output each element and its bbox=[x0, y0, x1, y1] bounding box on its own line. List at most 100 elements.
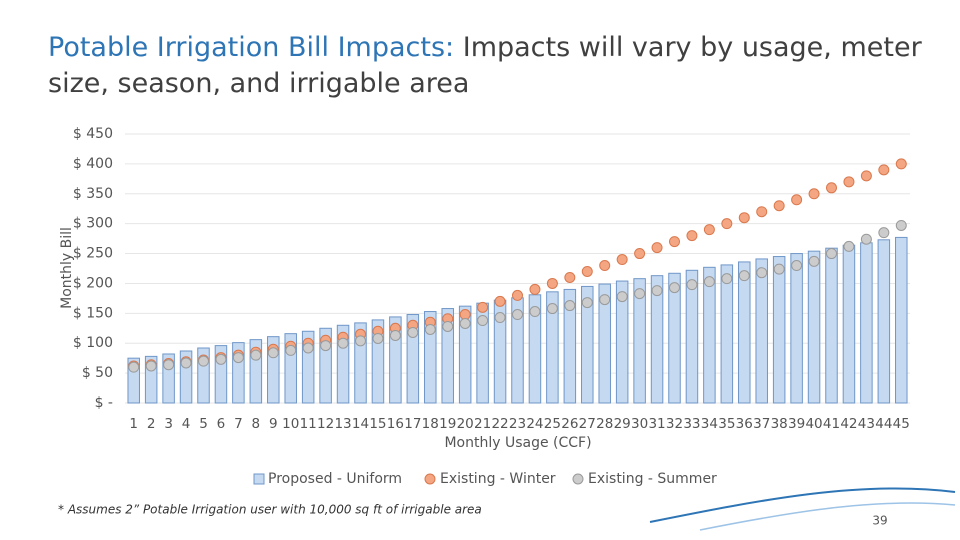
dot bbox=[337, 337, 349, 349]
x-tick-label: 29 bbox=[614, 416, 631, 432]
bar bbox=[877, 239, 891, 404]
bar bbox=[895, 236, 908, 404]
dot bbox=[860, 170, 872, 182]
dot bbox=[459, 317, 471, 329]
dot bbox=[145, 360, 157, 372]
bar bbox=[232, 342, 245, 404]
dot bbox=[791, 194, 803, 206]
x-tick-label: 22 bbox=[491, 416, 508, 432]
dot bbox=[163, 359, 175, 371]
legend-swatch bbox=[572, 473, 584, 485]
x-tick-label: 14 bbox=[352, 416, 369, 432]
bar bbox=[720, 264, 734, 404]
x-tick-label: 16 bbox=[387, 416, 404, 432]
dot bbox=[791, 260, 803, 272]
x-tick-label: 4 bbox=[182, 416, 191, 432]
x-axis-label: Monthly Usage (CCF) bbox=[444, 435, 591, 451]
bar bbox=[127, 357, 140, 404]
dot bbox=[424, 323, 436, 335]
dot bbox=[546, 303, 558, 315]
x-tick-label: 21 bbox=[474, 416, 491, 432]
legend-swatch bbox=[253, 473, 265, 485]
bar bbox=[825, 247, 838, 404]
bar bbox=[860, 242, 873, 404]
bar bbox=[581, 285, 594, 404]
bar bbox=[738, 261, 751, 404]
dot bbox=[372, 332, 384, 344]
x-tick-label: 27 bbox=[579, 416, 596, 432]
x-tick-label: 10 bbox=[282, 416, 299, 432]
bar bbox=[807, 250, 821, 404]
dot bbox=[703, 276, 715, 288]
title: Impacts will vary by usage, meter size, … bbox=[48, 32, 922, 99]
dot bbox=[581, 265, 593, 277]
dot bbox=[738, 270, 750, 282]
x-tick-label: 43 bbox=[858, 416, 875, 432]
dot bbox=[738, 212, 750, 224]
dot bbox=[267, 347, 279, 359]
x-tick-label: 11 bbox=[300, 416, 317, 432]
bar bbox=[842, 244, 856, 404]
bar bbox=[371, 319, 385, 404]
bar bbox=[162, 353, 175, 404]
dot bbox=[477, 315, 489, 327]
bar bbox=[284, 333, 297, 404]
bar bbox=[650, 275, 664, 404]
dot bbox=[634, 288, 646, 300]
x-tick-label: 3 bbox=[164, 416, 173, 432]
dot bbox=[651, 242, 663, 254]
page-number: 39 bbox=[872, 514, 887, 528]
bar bbox=[301, 330, 315, 404]
bar bbox=[406, 314, 420, 404]
bar bbox=[214, 345, 228, 404]
bar bbox=[772, 256, 786, 404]
bar bbox=[336, 324, 350, 404]
x-tick-label: 13 bbox=[334, 416, 351, 432]
x-tick-label: 12 bbox=[317, 416, 334, 432]
x-tick-label: 20 bbox=[457, 416, 474, 432]
bar bbox=[563, 288, 577, 404]
x-tick-label: 24 bbox=[526, 416, 543, 432]
decoration bbox=[649, 487, 956, 523]
dot bbox=[808, 255, 820, 267]
y-tick-label: $ 100 bbox=[73, 335, 113, 351]
x-tick-label: 15 bbox=[369, 416, 386, 432]
bar bbox=[458, 305, 472, 404]
dot bbox=[895, 158, 907, 170]
dot bbox=[826, 182, 837, 194]
dot bbox=[128, 361, 140, 373]
slide-title: Potable Irrigation Bill Impacts: Impacts… bbox=[48, 30, 928, 102]
dot bbox=[616, 291, 628, 303]
x-tick-label: 40 bbox=[805, 416, 822, 432]
x-tick-label: 33 bbox=[683, 416, 700, 432]
x-tick-label: 25 bbox=[544, 416, 561, 432]
dot bbox=[512, 289, 523, 301]
bar bbox=[144, 355, 158, 404]
bar bbox=[179, 350, 193, 404]
x-tick-label: 45 bbox=[893, 416, 910, 432]
dot bbox=[703, 224, 715, 236]
y-tick-label: $ 350 bbox=[73, 186, 113, 202]
dot bbox=[878, 164, 890, 176]
dot bbox=[721, 218, 733, 230]
dot bbox=[686, 230, 698, 242]
dot bbox=[215, 353, 227, 365]
dot bbox=[651, 285, 663, 297]
y-tick-label: $ - bbox=[95, 395, 113, 411]
bar bbox=[546, 291, 559, 404]
dot bbox=[669, 282, 680, 294]
dot bbox=[843, 240, 855, 252]
x-tick-label: 17 bbox=[404, 416, 421, 432]
dot bbox=[756, 206, 768, 218]
footnote: * Assumes 2” Potable Irrigation user wit… bbox=[58, 503, 482, 517]
dot bbox=[616, 254, 628, 266]
dot bbox=[512, 309, 523, 321]
x-tick-label: 39 bbox=[788, 416, 805, 432]
y-tick-label: $ 400 bbox=[73, 156, 113, 172]
x-tick-label: 19 bbox=[439, 416, 456, 432]
dot bbox=[895, 219, 907, 231]
dot bbox=[721, 273, 733, 285]
dot bbox=[477, 301, 489, 313]
bar bbox=[441, 308, 454, 404]
